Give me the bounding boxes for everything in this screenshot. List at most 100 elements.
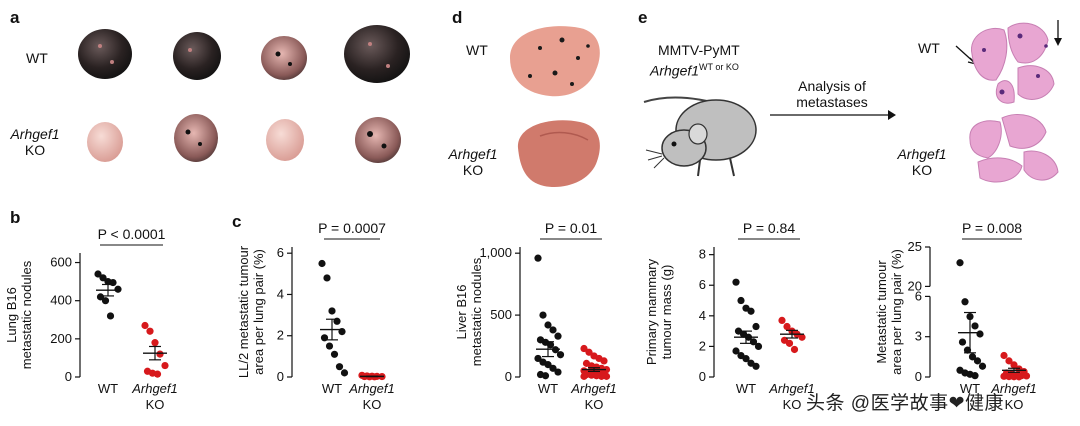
panel-e-ko-label: Arhgef1 KO <box>897 146 947 178</box>
data-point <box>732 347 740 355</box>
data-point <box>737 296 745 305</box>
data-point <box>101 297 110 305</box>
y-axis-label-2: tumour mass (g) <box>659 265 674 360</box>
y-axis-label-2: metastatic nodules <box>19 260 34 369</box>
y-axis-label-2: metastatic nodules <box>469 257 484 366</box>
data-point <box>742 355 750 363</box>
y-axis-label-2: area per lung pair (%) <box>889 249 904 375</box>
data-point <box>973 357 982 365</box>
y-tick-label: 4 <box>277 286 284 301</box>
data-point <box>156 350 164 358</box>
y-tick-label: 20 <box>908 278 922 293</box>
data-point <box>602 372 611 380</box>
data-point <box>752 322 760 331</box>
chart-b: 0 200 400 600 Lung B16 metastatic nodules P < … <box>4 226 178 412</box>
y-tick-label: 0 <box>277 369 284 384</box>
data-point <box>544 321 552 329</box>
p-value: P = 0.008 <box>962 220 1022 236</box>
panel-e-genotype: Arhgef1WT or KO <box>650 62 739 79</box>
y-tick-label: 0 <box>65 369 72 384</box>
data-point <box>323 274 331 282</box>
data-point <box>1010 373 1018 381</box>
y-tick-label: 1,000 <box>479 245 512 260</box>
lung-wt-2 <box>173 32 221 80</box>
data-point <box>330 350 339 358</box>
y-tick-label: 6 <box>277 245 284 260</box>
data-point <box>534 254 542 262</box>
y-axis-label-1: Liver B16 <box>454 285 469 340</box>
y-axis-label-1: LL/2 metastatic tumour <box>236 245 251 378</box>
lung-wt-3 <box>261 36 307 80</box>
y-tick-label: 6 <box>915 288 922 303</box>
y-axis-label-1: Metastatic tumour <box>874 260 889 364</box>
x-category-label: WT <box>960 381 980 396</box>
lung-ko-3 <box>266 119 304 161</box>
data-point <box>153 370 162 378</box>
y-tick-label: 4 <box>699 308 706 323</box>
data-point <box>141 321 149 330</box>
data-point <box>161 361 169 370</box>
x-category-label: Arhgef1 <box>570 381 617 396</box>
data-point <box>554 368 562 376</box>
data-point <box>790 345 799 354</box>
data-point <box>956 259 964 267</box>
data-point <box>1022 372 1031 380</box>
data-point <box>106 312 115 320</box>
data-point <box>798 333 806 341</box>
data-point <box>99 274 107 282</box>
x-category-label: WT <box>98 381 118 396</box>
data-point <box>554 332 562 340</box>
lung-ko-1 <box>87 122 123 162</box>
data-point <box>597 372 606 380</box>
p-value: P = 0.84 <box>743 220 796 236</box>
data-point <box>328 307 336 315</box>
data-point <box>1005 372 1013 381</box>
x-category-label-2: KO <box>363 397 382 412</box>
x-category-label: Arhgef1 <box>131 381 178 396</box>
y-tick-label: 500 <box>490 307 512 322</box>
x-category-label: WT <box>322 381 342 396</box>
data-point <box>752 362 760 370</box>
panel-letter-c: c <box>232 212 242 231</box>
x-category-label-2: KO <box>146 397 165 412</box>
y-axis-label-1: Lung B16 <box>4 287 19 343</box>
x-category-label: Arhgef1 <box>768 381 815 396</box>
y-tick-label: 3 <box>915 329 922 344</box>
data-point <box>961 298 969 306</box>
data-point <box>976 330 984 338</box>
data-point <box>580 344 588 353</box>
data-point <box>971 322 979 330</box>
data-point <box>325 342 334 350</box>
y-tick-label: 2 <box>277 328 284 343</box>
data-point <box>580 372 588 380</box>
data-point <box>549 326 557 334</box>
lung-ko-2 <box>174 114 218 162</box>
panel-d-wt-label: WT <box>466 42 488 58</box>
y-tick-label: 2 <box>699 338 706 353</box>
y-tick-label: 600 <box>50 255 72 270</box>
data-point <box>963 346 972 354</box>
data-point <box>747 307 755 315</box>
y-tick-label: 200 <box>50 331 72 346</box>
data-point <box>754 342 763 351</box>
y-tick-label: 8 <box>699 247 706 262</box>
x-category-label: WT <box>538 381 558 396</box>
histology-images-e <box>955 20 1062 183</box>
histology-ko <box>969 114 1059 183</box>
chart-e1: 0 2 4 6 8 Primary mammary tumour mass (g) P = 0… <box>644 220 815 412</box>
data-point <box>541 372 550 380</box>
data-point <box>600 357 608 365</box>
chart-e2: 0 3 620 25 Metastatic tumour area per lung pa… <box>874 220 1037 412</box>
chart-d: 0 500 1,000 Liver B16 metastatic nodules P = … <box>454 220 617 412</box>
liver-ko <box>517 120 600 188</box>
data-point <box>539 311 547 319</box>
lung-wt-4 <box>344 25 410 83</box>
mouse-icon <box>643 96 757 177</box>
data-point <box>556 351 565 359</box>
panel-a-ko-label: Arhgef1 KO <box>10 126 60 158</box>
data-point <box>151 339 159 347</box>
data-point <box>318 259 326 268</box>
panel-letter-d: d <box>452 8 463 27</box>
data-point <box>958 338 967 346</box>
x-category-label-2: KO <box>783 397 802 412</box>
